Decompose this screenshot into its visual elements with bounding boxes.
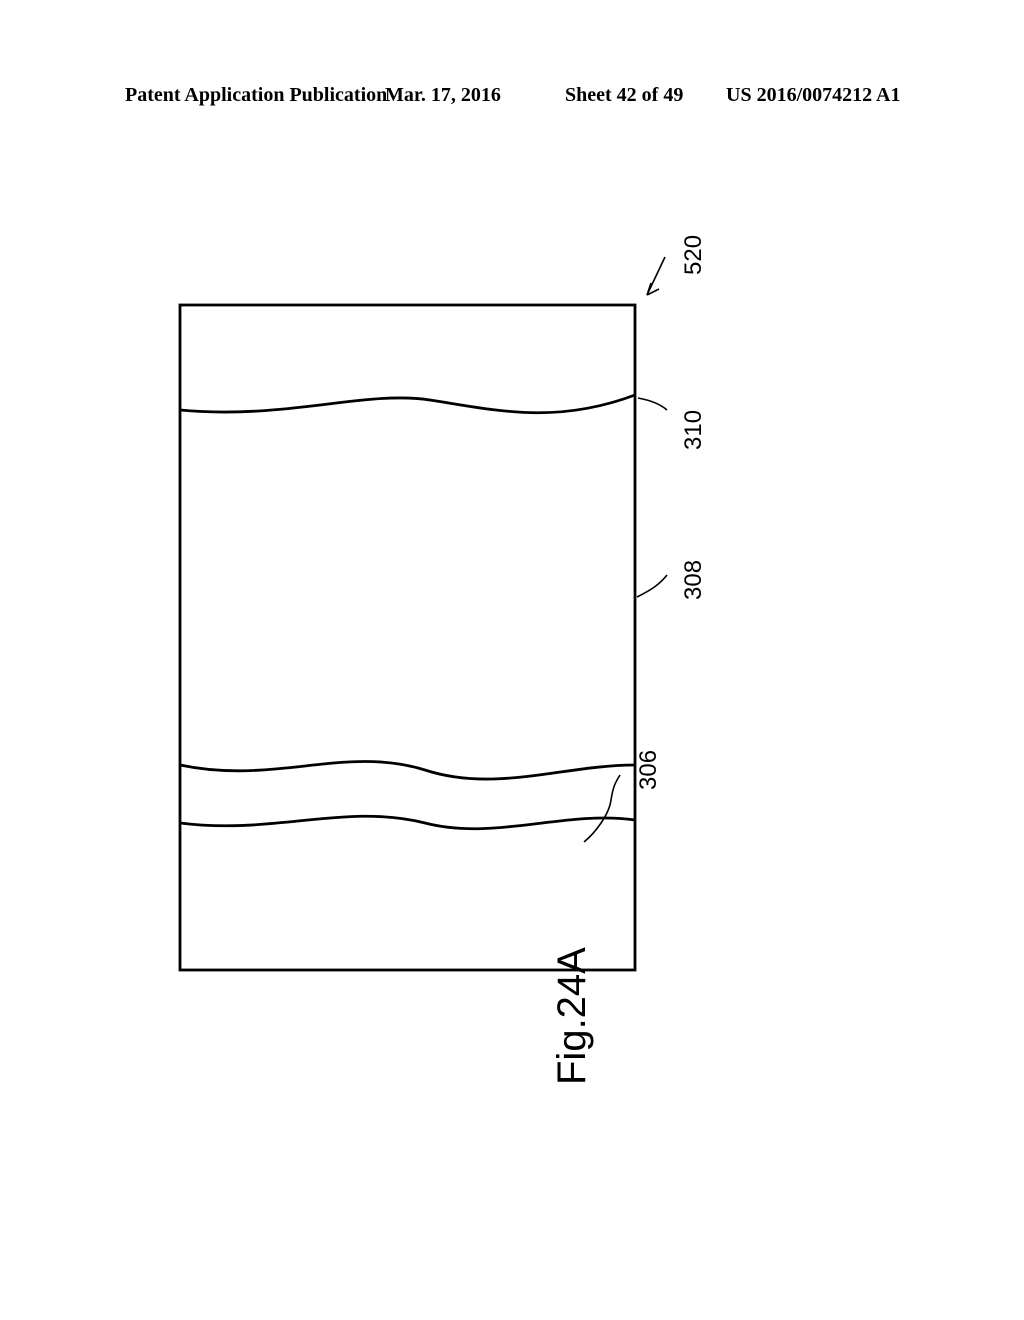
figure-svg [125,225,895,1125]
leader-308 [637,575,667,597]
curve-308 [180,761,635,779]
leader-306 [584,775,620,842]
curve-308b [180,816,635,828]
header-publication: Patent Application Publication [125,84,387,107]
figure-24a: 520 310 308 306 Fig.24A [125,225,895,1125]
figure-caption: Fig.24A [550,947,595,1085]
page-header: Patent Application Publication Mar. 17, … [0,84,1024,114]
label-306: 306 [635,750,663,790]
leader-310 [638,398,667,410]
header-date: Mar. 17, 2016 [385,84,501,107]
label-520: 520 [680,235,708,275]
figure-frame [180,305,635,970]
curve-310 [180,395,635,413]
header-pubno: US 2016/0074212 A1 [726,84,900,107]
label-310: 310 [680,410,708,450]
header-sheet: Sheet 42 of 49 [565,84,683,107]
label-308: 308 [680,560,708,600]
leader-520-arrow [647,283,659,295]
